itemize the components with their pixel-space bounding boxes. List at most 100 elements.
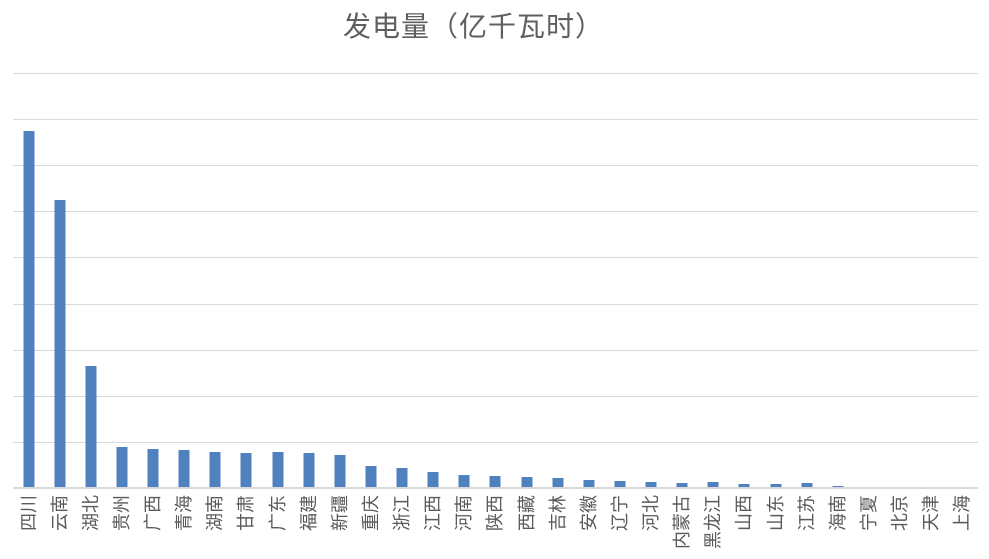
x-label-cell: 吉林 [542,493,573,557]
bar-column [106,73,137,488]
x-label-cell: 西藏 [511,493,542,557]
x-label-cell: 海南 [822,493,853,557]
x-label-cell: 江苏 [791,493,822,557]
x-axis-label: 重庆 [360,495,381,531]
x-axis-label: 陕西 [485,495,506,531]
bar[interactable] [552,478,564,488]
bar-column [138,73,169,488]
x-axis-label: 湖南 [205,495,226,531]
gridline [13,349,978,351]
bar[interactable] [801,483,813,488]
x-label-cell: 福建 [293,493,324,557]
bar-column [449,73,480,488]
bar[interactable] [303,452,315,488]
bar-column [698,73,729,488]
x-axis-line [13,487,978,489]
x-label-cell: 宁夏 [853,493,884,557]
gridline [13,73,978,74]
bar-column [262,73,293,488]
x-label-cell: 云南 [44,493,75,557]
bar[interactable] [489,475,501,488]
bar[interactable] [209,451,221,488]
gridline [13,303,978,305]
bar[interactable] [707,482,719,488]
bar-column [387,73,418,488]
x-label-cell: 贵州 [106,493,137,557]
x-label-cell: 浙江 [387,493,418,557]
x-label-cell: 安徽 [573,493,604,557]
bar[interactable] [427,472,439,488]
bar[interactable] [178,450,190,488]
x-axis-label: 贵州 [111,495,132,531]
x-label-cell: 辽宁 [604,493,635,557]
chart-title: 发电量（亿千瓦时） [342,12,604,43]
x-label-cell: 天津 [916,493,947,557]
gridline [13,257,978,259]
x-label-cell: 河北 [636,493,667,557]
bar-column [200,73,231,488]
x-label-cell: 重庆 [355,493,386,557]
bar-series [13,73,978,488]
bar[interactable] [770,483,782,488]
x-label-cell: 上海 [947,493,978,557]
bar-column [75,73,106,488]
bar-column [169,73,200,488]
x-axis-label: 山东 [765,495,786,531]
x-label-cell: 黑龙江 [698,493,729,557]
bar-column [480,73,511,488]
x-axis-label: 北京 [890,495,911,531]
gridline [13,211,978,213]
bar[interactable] [116,447,128,488]
bar[interactable] [23,131,35,488]
x-axis-label: 广东 [267,495,288,531]
gridline [13,119,978,121]
gridline [13,395,978,397]
bar-column [916,73,947,488]
x-axis-label: 福建 [298,495,319,531]
gridline [13,441,978,443]
x-label-cell: 河南 [449,493,480,557]
bar[interactable] [365,465,377,488]
x-axis-label: 辽宁 [609,495,630,531]
bar-column [418,73,449,488]
bar[interactable] [240,452,252,488]
x-axis-label: 江西 [423,495,444,531]
x-label-cell: 江西 [418,493,449,557]
bar[interactable] [147,448,159,488]
bar[interactable] [54,200,66,488]
x-axis-label: 海南 [827,495,848,531]
bar[interactable] [738,483,750,488]
bar[interactable] [645,481,657,488]
x-axis-label: 河南 [454,495,475,531]
bar[interactable] [521,476,533,488]
x-axis-label: 甘肃 [236,495,257,531]
bar-column [885,73,916,488]
x-axis-label: 湖北 [80,495,101,531]
bar[interactable] [334,454,346,488]
x-axis-label: 山西 [734,495,755,531]
x-axis-label: 黑龙江 [703,495,724,549]
bar[interactable] [614,480,626,488]
bar[interactable] [396,468,408,488]
x-axis-label: 内蒙古 [672,495,693,549]
bar[interactable] [676,483,688,488]
x-axis-label: 广西 [143,495,164,531]
bar-column [573,73,604,488]
x-label-cell: 广西 [138,493,169,557]
bar[interactable] [458,475,470,488]
bar-column [636,73,667,488]
x-axis-label: 吉林 [547,495,568,531]
bar[interactable] [272,452,284,488]
x-axis-label: 天津 [921,495,942,531]
x-axis-label: 安徽 [578,495,599,531]
gridline [13,165,978,167]
bar[interactable] [85,365,97,488]
x-label-cell: 四川 [13,493,44,557]
plot-area [13,73,978,489]
bar-column [355,73,386,488]
bar-column [822,73,853,488]
bar[interactable] [583,479,595,488]
x-axis-labels: 四川 云南 湖北 贵州 广西 青海 湖南 甘肃 广东 福建 新疆 重庆 浙江 江西 河南 陕西 西藏 吉林 安徽 辽宁… [13,493,978,557]
x-label-cell: 山东 [760,493,791,557]
